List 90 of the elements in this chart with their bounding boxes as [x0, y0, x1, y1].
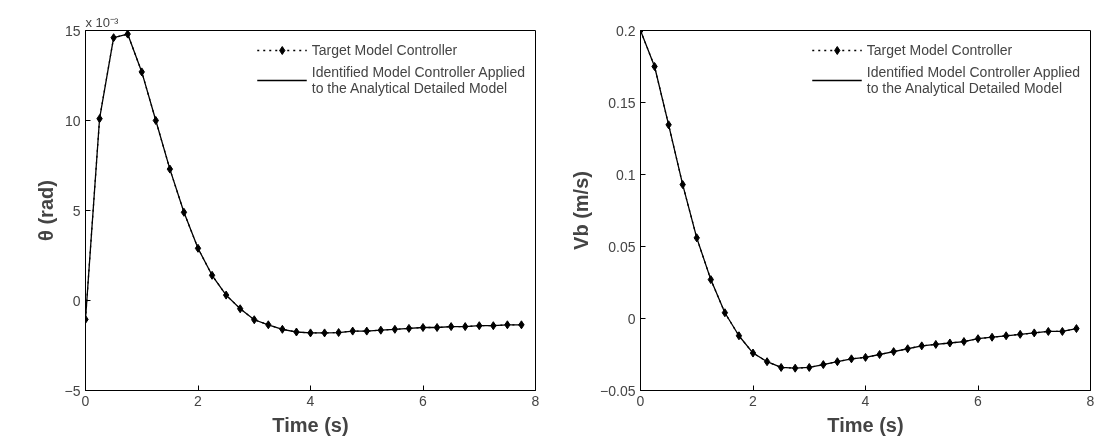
- y-axis-title: θ (rad): [34, 180, 57, 241]
- x-tick-label: 8: [1086, 392, 1095, 409]
- point: [110, 33, 117, 43]
- x-tick-label: 6: [419, 392, 428, 409]
- point: [279, 324, 286, 334]
- point: [806, 362, 813, 372]
- x-tick-label: 4: [861, 392, 870, 409]
- y-tick-label: 0.15: [608, 94, 636, 111]
- point: [1017, 329, 1024, 339]
- point: [194, 243, 202, 253]
- x-tick-label: 2: [194, 392, 203, 409]
- text: x 10⁻³: [85, 14, 120, 30]
- x-tick-label: 6: [974, 392, 983, 409]
- point: [946, 338, 954, 348]
- point: [265, 320, 272, 330]
- point: [834, 357, 841, 367]
- point: [693, 233, 700, 243]
- point: [138, 67, 145, 77]
- x-axis-title: Time (s): [827, 413, 904, 436]
- y-tick-label: 0.2: [616, 22, 636, 39]
- point: [1059, 326, 1066, 336]
- point: [490, 321, 497, 331]
- point: [876, 350, 883, 359]
- point: [208, 270, 216, 280]
- point: [918, 341, 925, 351]
- point: [405, 323, 413, 333]
- y-tick-label: 0: [72, 292, 81, 309]
- point: [166, 164, 174, 174]
- point: [735, 331, 743, 341]
- x-axis-title: Time (s): [272, 413, 349, 436]
- point: [96, 114, 103, 124]
- point: [335, 328, 342, 338]
- point: [321, 328, 328, 338]
- point: [777, 362, 785, 372]
- y-tick-label: 0: [627, 310, 636, 327]
- point: [433, 323, 441, 332]
- point: [293, 327, 300, 337]
- point: [1045, 326, 1052, 336]
- y-tick-label: 10: [64, 112, 81, 129]
- point: [665, 120, 672, 130]
- point: [124, 30, 131, 39]
- point: [152, 116, 159, 125]
- point: [749, 348, 757, 358]
- point: [251, 315, 258, 325]
- point: [419, 323, 427, 332]
- legend-label: Target Model Controller: [311, 42, 458, 58]
- point: [904, 344, 911, 354]
- y-tick-label: −5: [64, 382, 81, 399]
- x-tick-label: 4: [306, 392, 315, 409]
- legend-label: Identified Model Controller Applied to the Analytical Detailed Model: [866, 64, 1080, 96]
- point: [974, 334, 982, 344]
- y-tick-label: 5: [72, 202, 81, 219]
- x-tick-label: 2: [749, 392, 758, 409]
- legend-label: Identified Model Controller Applied to the Analytical Detailed Model: [311, 64, 525, 96]
- point: [222, 290, 230, 300]
- point: [763, 357, 771, 367]
- point: [890, 347, 897, 357]
- point: [862, 352, 869, 362]
- point: [391, 324, 399, 334]
- y-tick-label: 15: [64, 22, 81, 39]
- point: [363, 326, 370, 336]
- legend-label: Target Model Controller: [866, 42, 1013, 58]
- point: [1073, 324, 1080, 334]
- point: [820, 360, 827, 370]
- y-axis-title: Vb (m/s): [570, 171, 593, 250]
- point: [462, 322, 469, 332]
- point: [237, 304, 244, 314]
- point: [307, 328, 314, 338]
- point: [518, 320, 525, 330]
- point: [960, 337, 968, 347]
- point: [932, 339, 939, 349]
- point: [476, 321, 483, 331]
- point: [848, 354, 855, 364]
- point: [349, 326, 356, 336]
- y-tick-label: −0.05: [600, 382, 636, 399]
- point: [180, 207, 188, 217]
- point: [504, 320, 511, 330]
- point: [679, 180, 686, 190]
- point: [792, 363, 799, 373]
- point: [377, 325, 384, 335]
- y-tick-label: 0.1: [616, 166, 636, 183]
- point: [707, 275, 714, 285]
- point: [1031, 328, 1038, 338]
- point: [721, 308, 729, 318]
- point: [988, 332, 996, 342]
- x-tick-label: 8: [531, 392, 540, 409]
- point: [651, 62, 658, 71]
- y-tick-label: 0.05: [608, 238, 636, 255]
- point: [447, 322, 455, 332]
- point: [1002, 331, 1010, 341]
